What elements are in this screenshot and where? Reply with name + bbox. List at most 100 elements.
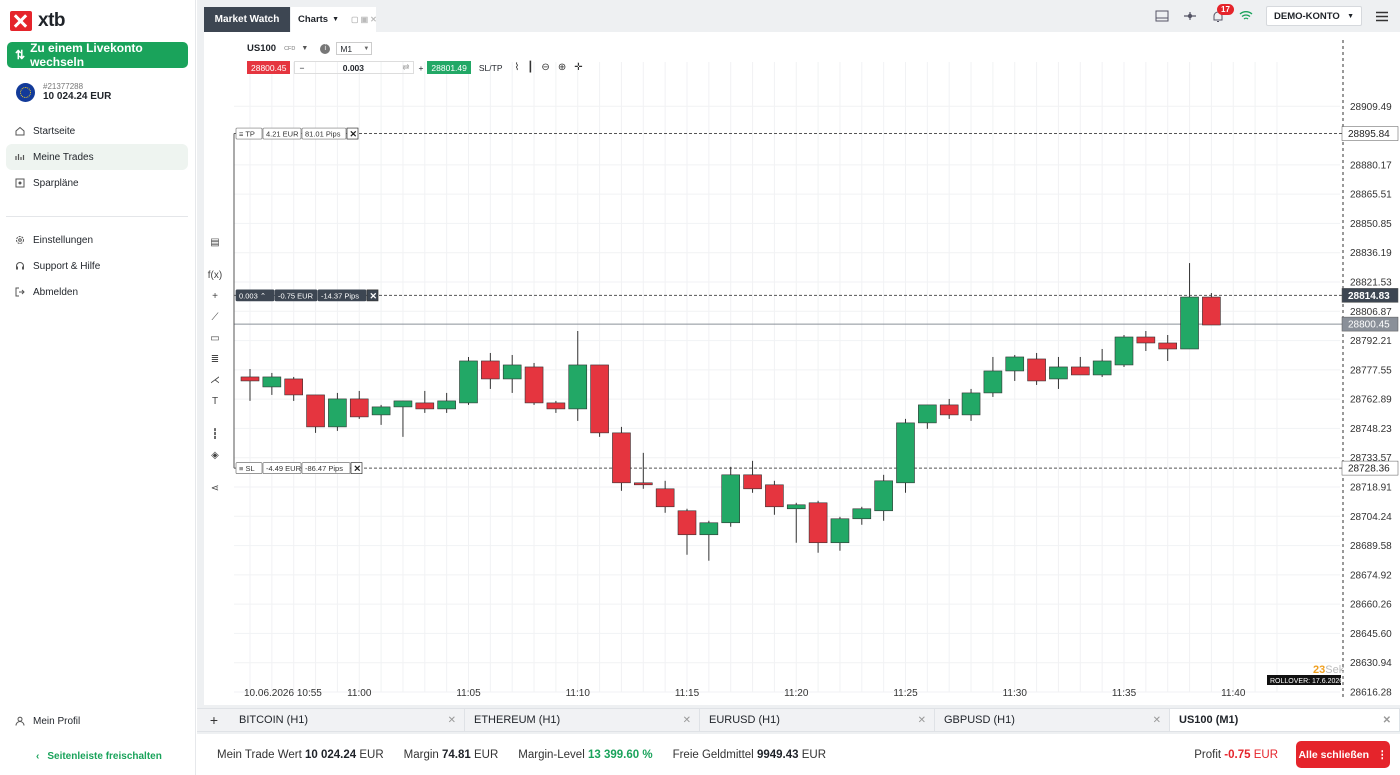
- sidebar-item-abmelden[interactable]: Abmelden: [6, 279, 188, 305]
- add-tab-button[interactable]: +: [209, 712, 219, 728]
- sl-order-label-text: ≡ SL: [239, 464, 255, 473]
- candle-body: [524, 366, 544, 404]
- timeframe-select[interactable]: M1 ▼: [336, 42, 373, 55]
- sidebar-item-meine-trades[interactable]: Meine Trades: [6, 144, 188, 170]
- bell-icon[interactable]: 17: [1210, 4, 1234, 24]
- wifi-icon: [1238, 8, 1254, 24]
- xtb-logo[interactable]: xtb: [10, 10, 66, 32]
- top-right-controls: 17 DEMO-KONTO ▼: [1154, 4, 1390, 26]
- tab-ethereum[interactable]: ETHEREUM (H1) ✕: [465, 709, 700, 731]
- position-price-tag-text: 28814.83: [1348, 291, 1390, 302]
- close-all-button[interactable]: Alle schließen ⋮: [1296, 741, 1390, 768]
- swap-icon[interactable]: ⇄: [402, 62, 410, 72]
- sidebar-item-profile[interactable]: Mein Profil: [6, 708, 188, 734]
- sl-price-tag-bg: [1341, 460, 1399, 476]
- tp-price-tag: 28895.84: [1341, 126, 1399, 141]
- chevron-left-icon: ‹: [36, 751, 40, 762]
- switch-live-account-button[interactable]: ⇅ Zu einem Livekonto wechseln: [7, 41, 188, 69]
- share-icon[interactable]: ⋖: [210, 483, 220, 494]
- countdown-unit: Sek: [1325, 664, 1344, 676]
- price-chart[interactable]: 28909.49 28880.17 28865.51 28850.85 28836.19…: [204, 32, 1400, 705]
- tab-bitcoin[interactable]: BITCOIN (H1) ✕: [230, 709, 465, 731]
- crosshair-icon[interactable]: ✛: [574, 62, 583, 73]
- tab-label: EURUSD (H1): [709, 714, 780, 726]
- y-tick-label: 28616.28: [1350, 688, 1392, 699]
- transfer-icon[interactable]: [1182, 8, 1198, 24]
- pitchfork-tool-icon[interactable]: ⋌: [210, 375, 220, 386]
- bid-price-tag: 28800.45: [1341, 316, 1399, 332]
- sidebar-item-startseite[interactable]: Startseite: [6, 118, 188, 144]
- tab-us100[interactable]: US100 (M1) ✕: [1170, 709, 1400, 731]
- chart-type-icon[interactable]: ▤: [210, 237, 220, 248]
- close-order-button[interactable]: [350, 462, 363, 474]
- y-tick-label: 28689.58: [1350, 541, 1392, 552]
- close-icon[interactable]: ✕: [1382, 714, 1391, 726]
- close-icon[interactable]: ✕: [682, 714, 691, 726]
- candle-body: [546, 402, 566, 410]
- close-icon[interactable]: ✕: [447, 714, 456, 726]
- account-balance: 10 024.24 EUR: [43, 91, 112, 102]
- headset-icon: [15, 261, 25, 271]
- close-icon[interactable]: ✕: [917, 714, 926, 726]
- zoom-in-icon[interactable]: ⊕: [557, 62, 567, 73]
- line-chart-icon[interactable]: ⌇: [514, 62, 520, 73]
- trendline-tool-icon[interactable]: ⟋: [211, 312, 219, 323]
- y-tick-label: 28733.57: [1350, 453, 1392, 464]
- rectangle-tool-icon[interactable]: ▭: [210, 333, 220, 344]
- layout-icon[interactable]: [1154, 8, 1170, 24]
- crosshair-tool-icon[interactable]: +: [212, 291, 218, 302]
- symbol-caret-icon[interactable]: ▼: [301, 45, 309, 52]
- sidebar-item-support[interactable]: Support & Hilfe: [6, 253, 188, 279]
- y-tick-label: 28880.17: [1350, 160, 1392, 171]
- fibonacci-tool-icon[interactable]: ≣: [210, 354, 220, 365]
- bars-tool-icon[interactable]: ┇: [211, 429, 219, 440]
- candlestick-type-icon[interactable]: ┃: [527, 62, 534, 73]
- close-icon: ✕: [354, 464, 362, 474]
- sltp-button[interactable]: SL/TP: [478, 62, 503, 73]
- tab-gbpusd[interactable]: GBPUSD (H1) ✕: [935, 709, 1170, 731]
- hamburger-menu-icon[interactable]: [1374, 8, 1390, 24]
- more-vertical-icon: ⋮: [1377, 748, 1388, 761]
- account-type-dropdown[interactable]: DEMO-KONTO ▼: [1266, 6, 1362, 26]
- info-icon[interactable]: i: [320, 43, 331, 54]
- candle-body: [1070, 366, 1090, 376]
- sidebar-item-einstellungen[interactable]: Einstellungen: [6, 227, 188, 253]
- tab-eurusd[interactable]: EURUSD (H1) ✕: [700, 709, 935, 731]
- tab-charts[interactable]: Charts ▼ ▢▣✕: [291, 7, 379, 32]
- sidebar-nav-secondary: Einstellungen Support & Hilfe Abmelden: [6, 227, 188, 305]
- candle-body: [918, 404, 937, 424]
- window-controls-icon[interactable]: ▢▣✕: [351, 15, 379, 24]
- symbol-name[interactable]: US100: [247, 43, 277, 54]
- candle-body: [590, 364, 609, 434]
- candle-body: [262, 376, 282, 388]
- volume-input[interactable]: 0.003: [342, 62, 365, 73]
- candle-body: [1136, 336, 1156, 344]
- rollover-badge-bg: [1267, 675, 1341, 685]
- candle-body: [874, 480, 893, 512]
- y-tick-label: 28762.89: [1350, 395, 1392, 406]
- plus-button[interactable]: +: [418, 62, 424, 73]
- layers-icon[interactable]: ◈: [211, 450, 219, 461]
- close-icon[interactable]: ✕: [1152, 714, 1161, 726]
- buy-price-button[interactable]: 28801.49: [427, 61, 471, 74]
- candle-body: [1005, 356, 1025, 372]
- zoom-out-icon[interactable]: ⊖: [541, 62, 550, 73]
- close-order-button[interactable]: [366, 289, 379, 302]
- live-button-label: Zu einem Livekonto wechseln: [30, 41, 143, 69]
- sidebar-item-sparplaene[interactable]: Sparpläne: [6, 170, 188, 196]
- x-tick-label: 11:00: [347, 688, 372, 699]
- text-tool-icon[interactable]: T: [211, 396, 219, 407]
- minus-button[interactable]: −: [299, 62, 305, 73]
- sidebar-item-label: Startseite: [33, 125, 76, 137]
- stat-label: Margin: [403, 748, 439, 761]
- sell-price-button[interactable]: 28800.45: [247, 61, 291, 74]
- unlock-sidebar-button[interactable]: ‹ Seitenleiste freischalten: [36, 751, 162, 762]
- x-tick-label: 11:35: [1112, 688, 1137, 699]
- switch-icon: ⇅: [15, 48, 26, 62]
- tab-market-watch[interactable]: Market Watch: [204, 7, 290, 32]
- margin-stat: Margin 74.81 EUR: [404, 749, 499, 761]
- close-order-button[interactable]: [346, 127, 359, 140]
- indicator-fx-icon[interactable]: f(x): [207, 270, 223, 281]
- account-id: #21377288: [43, 82, 84, 91]
